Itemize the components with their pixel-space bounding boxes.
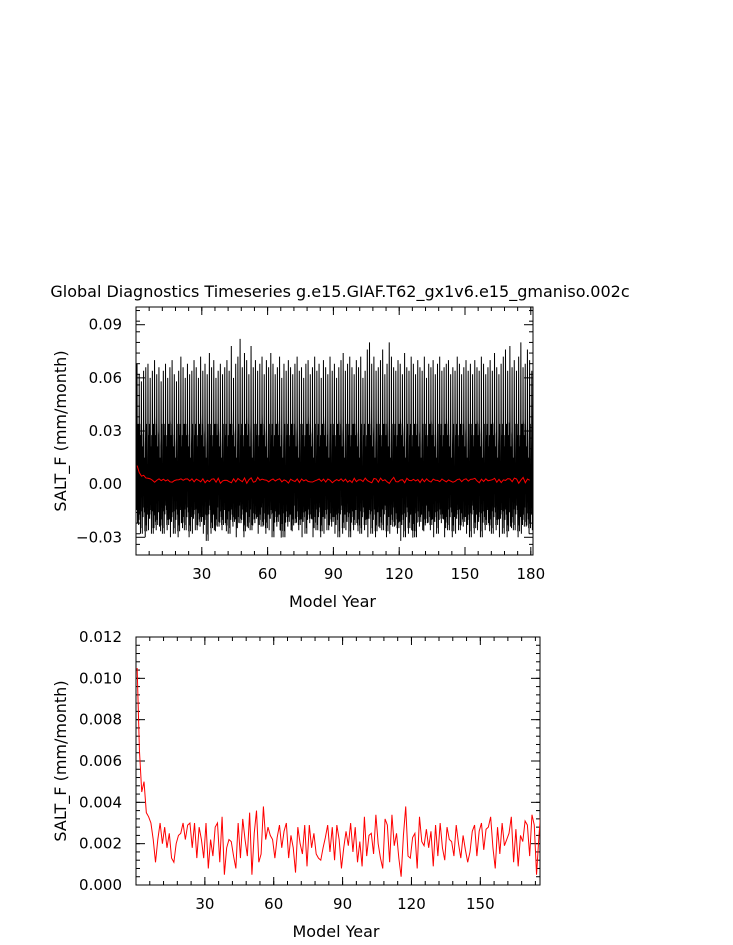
x-tick-label: 60 (264, 895, 283, 913)
y-tick-label: 0.008 (79, 711, 122, 729)
y-tick-label: 0.006 (79, 752, 122, 770)
monthly-series-line (136, 338, 533, 541)
chart-title: Global Diagnostics Timeseries g.e15.GIAF… (50, 282, 629, 302)
y-tick-label: 0.004 (79, 793, 122, 811)
x-tick-label: 90 (324, 565, 343, 583)
y-tick-label: 0.000 (79, 876, 122, 894)
y-axis-label: SALT_F (mm/month) (51, 350, 71, 511)
y-tick-label: 0.06 (89, 369, 122, 387)
x-tick-label: 120 (385, 565, 414, 583)
y-axis-label: SALT_F (mm/month) (51, 680, 71, 841)
y-tick-label: 0.002 (79, 835, 122, 853)
x-tick-label: 180 (516, 565, 545, 583)
y-tick-label: 0.012 (79, 628, 122, 646)
y-tick-label: −0.03 (76, 528, 122, 546)
x-tick-label: 150 (451, 565, 480, 583)
x-tick-label: 120 (397, 895, 426, 913)
y-tick-label: 0.03 (89, 422, 122, 440)
y-tick-label: 0.010 (79, 669, 122, 687)
x-tick-label: 150 (466, 895, 495, 913)
x-tick-label: 60 (258, 565, 277, 583)
annual-series-line (136, 667, 540, 877)
bottom-panel: 30 60 90 120 150 0.000 0.002 0.004 0.006 0.008 0.0… (51, 628, 541, 941)
y-tick-label: 0.09 (89, 316, 122, 334)
x-tick-label: 30 (195, 895, 214, 913)
x-axis-label: Model Year (293, 922, 380, 941)
x-tick-label: 30 (192, 565, 211, 583)
annual-series-line (136, 465, 530, 485)
x-tick-label: 90 (333, 895, 352, 913)
x-axis-label: Model Year (289, 592, 376, 611)
top-panel: 30 60 90 120 150 180 −0.03 0.00 0.03 0.06 0.09 Mode… (51, 306, 545, 611)
y-tick-label: 0.00 (89, 475, 122, 493)
